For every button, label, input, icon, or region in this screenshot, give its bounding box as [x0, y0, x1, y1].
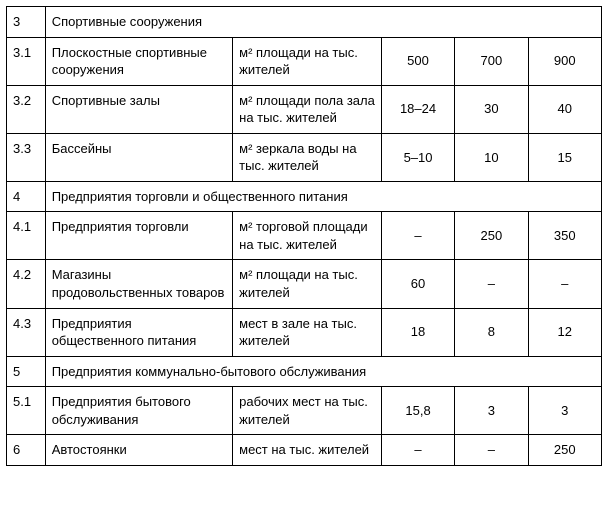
value-col-2: 30 — [455, 85, 528, 133]
standards-table: 3Спортивные сооружения3.1Плоскостные спо… — [6, 6, 602, 466]
item-name: Плоскостные спортивные со­оружения — [45, 37, 232, 85]
table-row: 3Спортивные сооружения — [7, 7, 602, 38]
item-unit: мест в зале на тыс. жителей — [233, 308, 382, 356]
row-number: 4.3 — [7, 308, 46, 356]
value-col-3: 15 — [528, 133, 601, 181]
table-row: 4.2Магазины продовольственных товаровм² … — [7, 260, 602, 308]
value-col-2: – — [455, 435, 528, 466]
item-name: Спортивные залы — [45, 85, 232, 133]
value-col-2: 10 — [455, 133, 528, 181]
value-col-2: 250 — [455, 212, 528, 260]
row-number: 5 — [7, 356, 46, 387]
row-number: 6 — [7, 435, 46, 466]
value-col-1: 18 — [381, 308, 454, 356]
table-row: 3.1Плоскостные спортивные со­оружениям² … — [7, 37, 602, 85]
value-col-1: – — [381, 212, 454, 260]
value-col-3: 40 — [528, 85, 601, 133]
table-row: 4.1Предприятия торговлим² торговой площа… — [7, 212, 602, 260]
table-row: 5.1Предприятия бытового обслу­живанияраб… — [7, 387, 602, 435]
item-unit: м² площади на тыс. жителей — [233, 260, 382, 308]
table-row: 3.3Бассейным² зеркала воды на тыс. жител… — [7, 133, 602, 181]
section-title: Предприятия коммунально-бытового обслужи… — [45, 356, 601, 387]
row-number: 3.1 — [7, 37, 46, 85]
value-col-2: 8 — [455, 308, 528, 356]
value-col-3: 3 — [528, 387, 601, 435]
item-name: Предприятия бытового обслу­живания — [45, 387, 232, 435]
item-name: Предприятия торговли — [45, 212, 232, 260]
item-name: Магазины продовольственных товаров — [45, 260, 232, 308]
section-title: Предприятия торговли и общественного пит… — [45, 181, 601, 212]
item-unit: м² зеркала воды на тыс. жителей — [233, 133, 382, 181]
row-number: 4.2 — [7, 260, 46, 308]
table-row: 4.3Предприятия общественного пи­таниямес… — [7, 308, 602, 356]
row-number: 3 — [7, 7, 46, 38]
table-row: 3.2Спортивные залым² площади пола зала н… — [7, 85, 602, 133]
value-col-3: 350 — [528, 212, 601, 260]
row-number: 4 — [7, 181, 46, 212]
item-name: Предприятия общественного пи­тания — [45, 308, 232, 356]
value-col-3: – — [528, 260, 601, 308]
item-unit: м² площади на тыс. жителей — [233, 37, 382, 85]
row-number: 3.2 — [7, 85, 46, 133]
item-unit: рабочих мест на тыс. жителей — [233, 387, 382, 435]
item-name: Автостоянки — [45, 435, 232, 466]
value-col-1: 5–10 — [381, 133, 454, 181]
table-row: 6Автостоянкимест на тыс. жителей––250 — [7, 435, 602, 466]
value-col-1: 18–24 — [381, 85, 454, 133]
item-unit: м² площади пола зала на тыс. жителей — [233, 85, 382, 133]
item-name: Бассейны — [45, 133, 232, 181]
value-col-2: – — [455, 260, 528, 308]
item-unit: м² торговой площади на тыс. жителей — [233, 212, 382, 260]
row-number: 3.3 — [7, 133, 46, 181]
value-col-2: 700 — [455, 37, 528, 85]
table-row: 5Предприятия коммунально-бытового обслуж… — [7, 356, 602, 387]
value-col-1: 60 — [381, 260, 454, 308]
row-number: 5.1 — [7, 387, 46, 435]
value-col-1: 15,8 — [381, 387, 454, 435]
value-col-3: 250 — [528, 435, 601, 466]
table-row: 4Предприятия торговли и общественного пи… — [7, 181, 602, 212]
value-col-3: 12 — [528, 308, 601, 356]
row-number: 4.1 — [7, 212, 46, 260]
item-unit: мест на тыс. жителей — [233, 435, 382, 466]
value-col-2: 3 — [455, 387, 528, 435]
value-col-1: 500 — [381, 37, 454, 85]
value-col-1: – — [381, 435, 454, 466]
section-title: Спортивные сооружения — [45, 7, 601, 38]
value-col-3: 900 — [528, 37, 601, 85]
